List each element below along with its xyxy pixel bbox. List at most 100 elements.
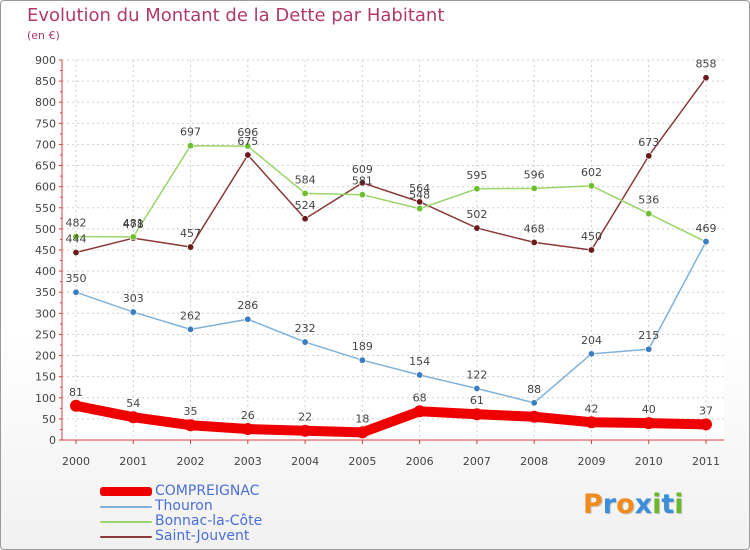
legend-item-bonnac-la-c-te: Bonnac-la-Côte — [100, 514, 262, 529]
data-label-bonnac-la-c-te: 595 — [466, 169, 487, 182]
x-tick-label: 2007 — [463, 455, 491, 468]
data-label-compreignac: 22 — [298, 411, 312, 424]
data-point-bonnac-la-c-te — [187, 142, 195, 150]
data-label-thouron: 232 — [295, 322, 316, 335]
data-label-bonnac-la-c-te: 584 — [295, 173, 316, 186]
y-tick-label: 650 — [35, 160, 56, 173]
y-tick-label: 50 — [42, 413, 56, 426]
data-label-thouron: 122 — [466, 368, 487, 381]
chart-subtitle: (en €) — [27, 29, 60, 42]
y-tick-label: 800 — [35, 96, 56, 109]
chart-title: Evolution du Montant de la Dette par Hab… — [27, 5, 445, 26]
data-label-compreignac: 40 — [642, 403, 656, 416]
data-label-saint-jouvent: 478 — [123, 218, 144, 231]
data-point-bonnac-la-c-te — [129, 233, 137, 241]
data-label-thouron: 88 — [527, 383, 541, 396]
y-tick-label: 100 — [35, 392, 56, 405]
y-tick-label: 300 — [35, 307, 56, 320]
x-tick-label: 2003 — [234, 455, 262, 468]
data-label-compreignac: 18 — [355, 412, 369, 425]
data-point-thouron — [244, 315, 252, 323]
data-point-thouron — [129, 308, 137, 316]
y-tick-label: 900 — [35, 54, 56, 67]
x-tick-label: 2005 — [348, 455, 376, 468]
data-point-thouron — [473, 384, 481, 392]
data-point-compreignac — [470, 408, 483, 421]
data-point-compreignac — [528, 410, 541, 423]
data-label-bonnac-la-c-te: 469 — [696, 222, 717, 235]
data-label-thouron: 189 — [352, 340, 373, 353]
data-label-bonnac-la-c-te: 581 — [352, 175, 373, 188]
x-tick-label: 2008 — [520, 455, 548, 468]
x-tick-label: 2009 — [577, 455, 605, 468]
y-tick-label: 700 — [35, 138, 56, 151]
data-point-thouron — [187, 325, 195, 333]
y-tick-label: 600 — [35, 181, 56, 194]
data-point-compreignac — [585, 416, 598, 429]
x-tick-label: 2010 — [635, 455, 663, 468]
data-label-thouron: 154 — [409, 355, 430, 368]
data-point-saint-jouvent — [473, 224, 481, 232]
series-line-thouron — [75, 240, 707, 404]
data-label-saint-jouvent: 450 — [581, 230, 602, 243]
series-line-bonnac-la-c-te — [75, 144, 707, 243]
data-point-saint-jouvent — [530, 238, 538, 246]
legend-item-thouron: Thouron — [100, 499, 262, 514]
data-point-thouron — [530, 399, 538, 407]
data-point-compreignac — [642, 417, 655, 430]
logo-letter: x — [634, 489, 653, 520]
data-point-compreignac — [241, 423, 254, 436]
y-tick-label: 350 — [35, 286, 56, 299]
data-label-saint-jouvent: 609 — [352, 163, 373, 176]
data-point-saint-jouvent — [72, 249, 80, 257]
data-point-compreignac — [299, 424, 312, 437]
data-label-saint-jouvent: 468 — [524, 222, 545, 235]
data-label-compreignac: 81 — [69, 386, 83, 399]
data-point-compreignac — [413, 405, 426, 418]
data-label-bonnac-la-c-te: 697 — [180, 126, 201, 139]
legend-item-compreignac: COMPREIGNAC — [100, 484, 262, 499]
data-label-compreignac: 61 — [470, 394, 484, 407]
y-tick-label: 250 — [35, 328, 56, 341]
series-line-compreignac — [71, 400, 711, 438]
data-label-saint-jouvent: 457 — [180, 227, 201, 240]
data-label-saint-jouvent: 444 — [66, 233, 87, 246]
data-label-thouron: 303 — [123, 292, 144, 305]
data-point-compreignac — [700, 418, 712, 431]
data-label-compreignac: 68 — [413, 391, 427, 404]
logo-letter: r — [602, 489, 617, 520]
data-label-saint-jouvent: 673 — [638, 136, 659, 149]
data-label-saint-jouvent: 858 — [696, 58, 717, 71]
data-point-compreignac — [127, 411, 140, 424]
data-point-compreignac — [184, 419, 197, 432]
data-point-saint-jouvent — [645, 152, 653, 160]
data-label-thouron: 204 — [581, 334, 602, 347]
legend-swatch — [100, 535, 152, 538]
data-point-compreignac — [70, 399, 82, 412]
proxiti-logo: Proxiti — [583, 489, 684, 520]
data-point-bonnac-la-c-te — [645, 210, 653, 218]
data-point-thouron — [587, 350, 595, 358]
y-tick-label: 500 — [35, 223, 56, 236]
data-point-thouron — [72, 288, 80, 296]
data-point-thouron — [645, 345, 653, 353]
y-tick-label: 450 — [35, 244, 56, 257]
data-point-thouron — [416, 371, 424, 379]
data-point-saint-jouvent — [301, 215, 309, 223]
legend-label: Thouron — [155, 498, 213, 514]
data-label-bonnac-la-c-te: 536 — [638, 194, 659, 207]
logo-letter: i — [652, 489, 662, 520]
data-label-bonnac-la-c-te: 482 — [66, 216, 87, 229]
legend-label: Saint-Jouvent — [155, 528, 250, 544]
data-point-saint-jouvent — [587, 246, 595, 254]
data-label-bonnac-la-c-te: 481 — [123, 217, 144, 230]
y-tick-label: 750 — [35, 117, 56, 130]
x-tick-label: 2002 — [177, 455, 205, 468]
x-tick-label: 2000 — [62, 455, 90, 468]
legend-swatch — [100, 520, 152, 523]
data-label-saint-jouvent: 564 — [409, 182, 430, 195]
logo-letter: o — [616, 489, 635, 520]
data-point-bonnac-la-c-te — [587, 182, 595, 190]
logo-letter: t — [661, 489, 675, 520]
data-point-bonnac-la-c-te — [530, 184, 538, 192]
